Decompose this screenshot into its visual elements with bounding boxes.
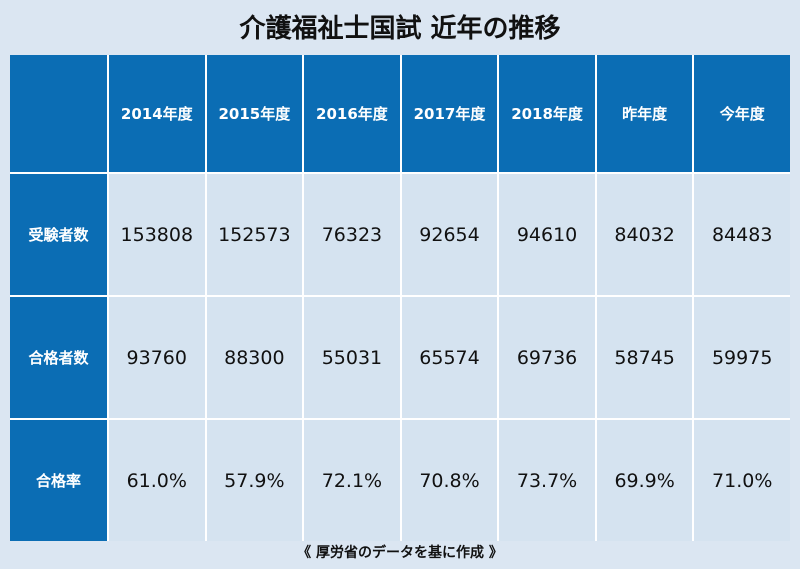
- data-cell: 92654: [401, 174, 498, 295]
- column-header: 2016年度: [304, 55, 400, 172]
- column-header: 2015年度: [206, 55, 303, 172]
- data-cell: 71.0%: [694, 420, 790, 541]
- data-cell: 72.1%: [304, 420, 400, 541]
- corner-cell: [10, 55, 107, 172]
- data-cell: 70.8%: [401, 420, 498, 541]
- data-cell: 152573: [206, 174, 303, 295]
- data-cell: 55031: [304, 297, 400, 418]
- column-header: 昨年度: [596, 55, 693, 172]
- data-cell: 65574: [401, 297, 498, 418]
- title: 介護福祉士国試 近年の推移: [239, 14, 561, 44]
- table: 2014年度 2015年度 2016年度 2017年度 2018年度 昨年度 今年度受験者数…: [10, 55, 790, 541]
- data-cell: 57.9%: [206, 420, 303, 541]
- data-cell: 73.7%: [499, 420, 595, 541]
- data-cell: 69736: [499, 297, 595, 418]
- column-header: 今年度: [694, 55, 790, 172]
- column-header: 2018年度: [499, 55, 595, 172]
- row-header: 合格者数: [10, 297, 107, 418]
- data-cell: 84032: [596, 174, 693, 295]
- data-cell: 69.9%: [596, 420, 693, 541]
- data-cell: 59975: [694, 297, 790, 418]
- footnote: 《 厚労省のデータを基に作成 》: [297, 545, 503, 561]
- data-cell: 76323: [304, 174, 400, 295]
- data-cell: 153808: [109, 174, 205, 295]
- data-cell: 58745: [596, 297, 693, 418]
- data-cell: 88300: [206, 297, 303, 418]
- data-cell: 84483: [694, 174, 790, 295]
- row-header: 受験者数: [10, 174, 107, 295]
- data-cell: 61.0%: [109, 420, 205, 541]
- data-cell: 94610: [499, 174, 595, 295]
- column-header: 2014年度: [109, 55, 205, 172]
- data-cell: 93760: [109, 297, 205, 418]
- column-header: 2017年度: [401, 55, 498, 172]
- row-header: 合格率: [10, 420, 107, 541]
